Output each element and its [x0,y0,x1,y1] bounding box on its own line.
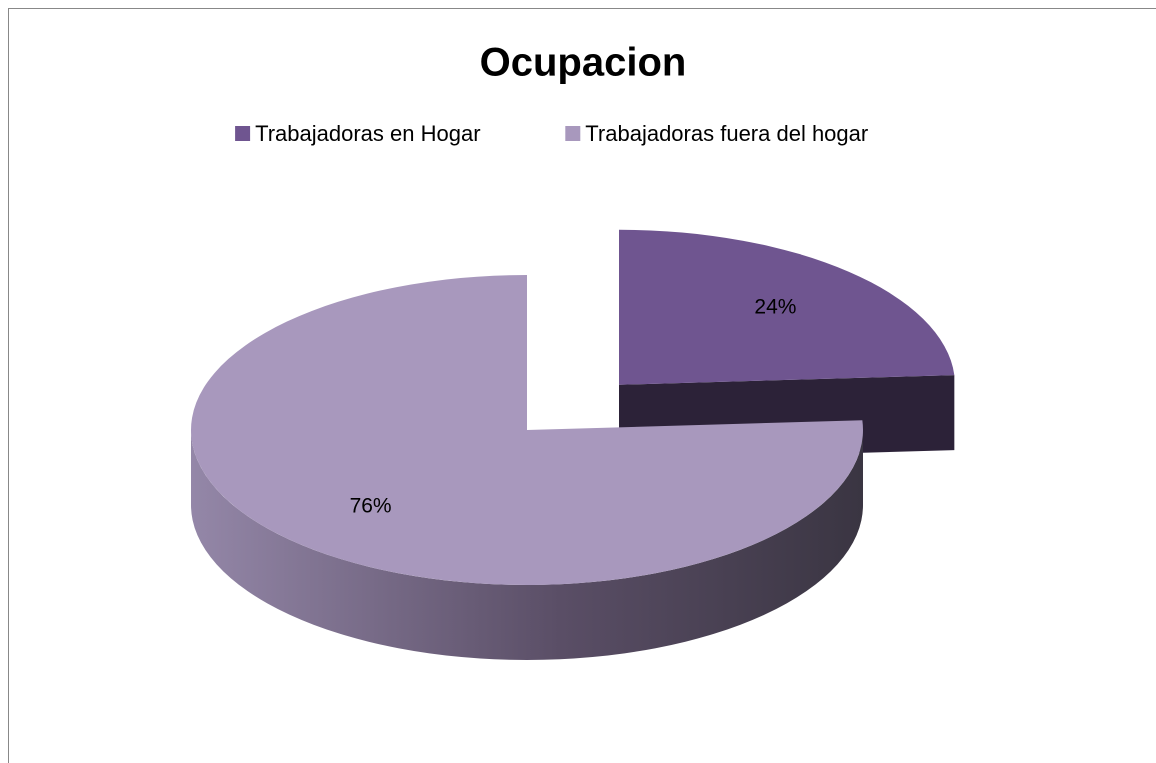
data-label: 24% [754,296,796,319]
data-label: 76% [350,494,392,517]
slice [619,229,955,385]
legend-swatch [565,126,581,141]
legend-label: Trabajadoras fuera del hogar [585,121,868,146]
legend-label: Trabajadoras en Hogar [255,121,480,146]
chart-border [8,8,1156,763]
slice-wall [191,430,863,660]
legend: Trabajadoras en Hogar Trabajadoras fuera … [235,121,868,146]
pie: 24% 76% [191,229,955,660]
slice [191,275,864,586]
chart-title: Ocupacion [480,41,687,85]
legend-swatch [235,126,251,141]
